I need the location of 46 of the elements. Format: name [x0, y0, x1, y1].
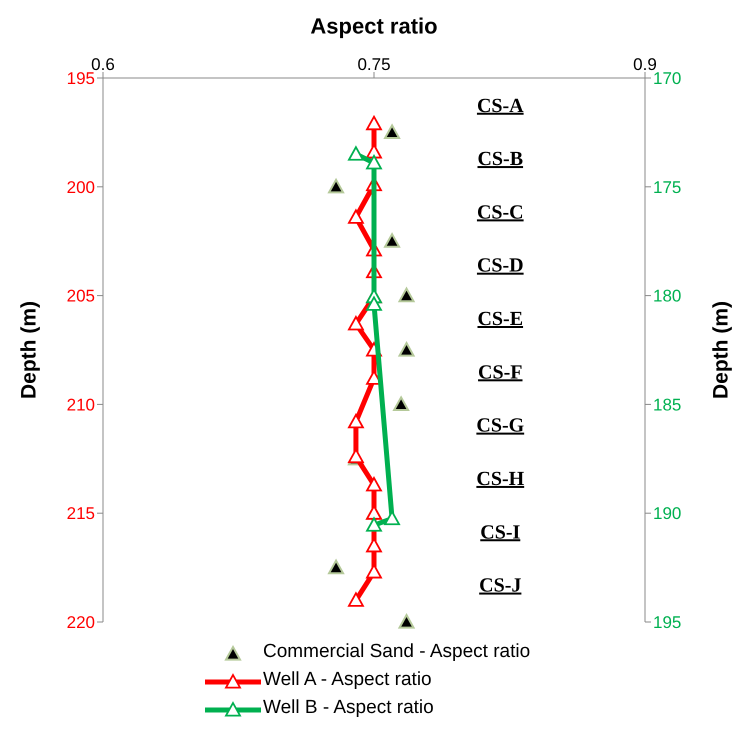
y2-tick-label: 190 — [653, 504, 682, 524]
y-tick-label: 200 — [66, 178, 95, 197]
y-tick-label: 205 — [66, 286, 95, 306]
y-tick-label: 215 — [66, 504, 95, 524]
point — [384, 233, 400, 248]
point — [398, 342, 415, 357]
point — [366, 154, 382, 170]
annotation: CS-I — [480, 521, 521, 544]
y2-tick-label: 175 — [653, 178, 682, 197]
y-tick-label: 220 — [66, 613, 95, 632]
point — [348, 146, 364, 161]
point — [348, 414, 364, 428]
y-tick-label: 195 — [66, 69, 95, 88]
annotation: CS-H — [476, 468, 525, 490]
y-tick-label: 210 — [66, 395, 95, 414]
x-axis-title: Aspect ratio — [310, 14, 438, 39]
annotation: CS-J — [479, 574, 522, 597]
point — [398, 288, 415, 302]
point — [328, 178, 344, 194]
legend-label: Commercial Sand - Aspect ratio — [263, 641, 530, 663]
annotation: CS-D — [476, 254, 524, 277]
annotation: CS-F — [478, 361, 523, 384]
x-tick-label: 0.75 — [357, 55, 391, 74]
annotation: CS-G — [476, 414, 525, 437]
point — [366, 477, 382, 492]
point — [328, 560, 344, 574]
y2-tick-label: 195 — [653, 613, 682, 632]
point — [366, 517, 382, 532]
point — [366, 116, 382, 130]
annotation: CS-A — [476, 94, 524, 117]
y-axis-title: Depth (m) — [17, 301, 40, 399]
point — [348, 592, 364, 607]
legend-label: Well A - Aspect ratio — [263, 669, 432, 691]
point — [366, 296, 382, 311]
y2-tick-label: 180 — [653, 286, 682, 306]
point — [398, 614, 415, 629]
y2-axis-title: Depth (m) — [709, 301, 732, 399]
y2-tick-label: 185 — [653, 395, 682, 414]
annotation: CS-C — [476, 201, 524, 224]
annotation: CS-B — [477, 148, 524, 170]
point — [384, 124, 400, 139]
point — [348, 316, 364, 330]
annotation: CS-E — [477, 308, 524, 330]
point — [348, 209, 364, 224]
point — [393, 396, 410, 411]
legend-label: Well B - Aspect ratio — [263, 697, 434, 719]
